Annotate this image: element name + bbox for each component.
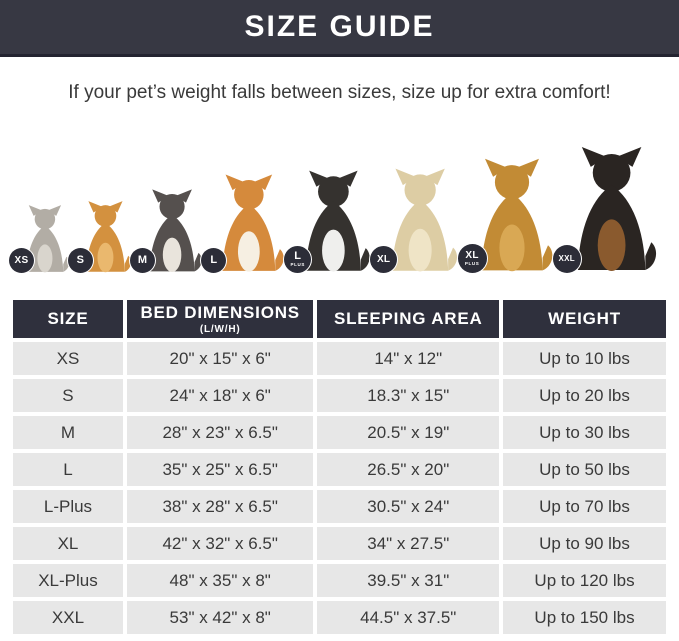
cell-size: L xyxy=(13,453,123,486)
size-badge-label: L xyxy=(294,250,302,263)
cell-size: L-Plus xyxy=(13,490,123,523)
cell-bed-dimensions: 38" x 28" x 6.5" xyxy=(126,490,314,523)
animal-size-row: XS S xyxy=(9,134,661,274)
size-badge: L PLUS xyxy=(284,246,312,273)
cell-weight: Up to 120 lbs xyxy=(503,564,666,597)
cell-size: M xyxy=(13,416,123,449)
table-row: XXL 53" x 42" x 8" 44.5" x 37.5" Up to 1… xyxy=(13,601,666,634)
cell-sleeping-area: 20.5" x 19" xyxy=(317,416,500,449)
size-badge-label: XXL xyxy=(558,254,575,263)
animal-figure: XL xyxy=(370,167,461,274)
pet-silhouette-icon xyxy=(480,158,552,272)
table-row: L-Plus 38" x 28" x 6.5" 30.5" x 24" Up t… xyxy=(13,490,666,523)
cell-size: XL xyxy=(13,527,123,560)
cell-size: XS xyxy=(13,342,123,375)
animal-figure: L xyxy=(201,173,288,274)
table-header-cell: BED DIMENSIONS (L/W/H) xyxy=(126,300,314,338)
size-badge: XL PLUS xyxy=(457,244,487,273)
table-row: L 35" x 25" x 6.5" 26.5" x 20" Up to 50 … xyxy=(13,453,666,486)
cell-weight: Up to 20 lbs xyxy=(503,379,666,412)
size-badge-sublabel: PLUS xyxy=(464,260,480,266)
cell-bed-dimensions: 35" x 25" x 6.5" xyxy=(126,453,314,486)
cell-size: XL-Plus xyxy=(13,564,123,597)
cell-bed-dimensions: 20" x 15" x 6" xyxy=(126,342,314,375)
animal-figure: XXL xyxy=(552,145,661,274)
size-badge: L xyxy=(201,248,227,273)
cell-size: XXL xyxy=(13,601,123,634)
table-header-label: WEIGHT xyxy=(548,309,621,328)
cell-sleeping-area: 30.5" x 24" xyxy=(317,490,500,523)
pet-silhouette-icon xyxy=(392,168,458,272)
table-header-cell: SIZE xyxy=(13,300,123,338)
cell-size: S xyxy=(13,379,123,412)
size-badge: XXL xyxy=(552,245,581,273)
table-header-sublabel: (L/W/H) xyxy=(199,324,241,335)
animal-figure: S xyxy=(68,200,134,274)
size-badge: S xyxy=(68,248,93,273)
animal-figure: M xyxy=(130,188,205,274)
size-badge: XL xyxy=(370,246,398,273)
cell-bed-dimensions: 28" x 23" x 6.5" xyxy=(126,416,314,449)
cell-sleeping-area: 26.5" x 20" xyxy=(317,453,500,486)
table-header-row: SIZE BED DIMENSIONS (L/W/H) SLEEPING ARE… xyxy=(13,300,666,338)
header-banner: SIZE GUIDE xyxy=(0,0,679,57)
pet-silhouette-icon xyxy=(306,170,370,272)
cell-weight: Up to 10 lbs xyxy=(503,342,666,375)
size-badge-label: XS xyxy=(14,254,29,266)
size-table: SIZE BED DIMENSIONS (L/W/H) SLEEPING ARE… xyxy=(13,300,666,634)
cell-weight: Up to 90 lbs xyxy=(503,527,666,560)
cell-sleeping-area: 18.3" x 15" xyxy=(317,379,500,412)
cell-bed-dimensions: 42" x 32" x 6.5" xyxy=(126,527,314,560)
animal-figure: L PLUS xyxy=(284,169,374,274)
pet-silhouette-icon xyxy=(222,174,285,272)
animal-figure: XS xyxy=(9,204,72,274)
size-badge-label: XL xyxy=(376,253,391,265)
size-badge-sublabel: PLUS xyxy=(290,262,305,268)
table-row: M 28" x 23" x 6.5" 20.5" x 19" Up to 30 … xyxy=(13,416,666,449)
table-header-cell: WEIGHT xyxy=(503,300,666,338)
table-header-cell: SLEEPING AREA xyxy=(317,300,500,338)
cell-weight: Up to 30 lbs xyxy=(503,416,666,449)
size-badge-label: S xyxy=(76,254,85,266)
cell-sleeping-area: 44.5" x 37.5" xyxy=(317,601,500,634)
table-header-label: BED DIMENSIONS xyxy=(140,303,300,322)
cell-weight: Up to 50 lbs xyxy=(503,453,666,486)
animal-figure: XL PLUS xyxy=(457,157,557,274)
page-title: SIZE GUIDE xyxy=(244,10,435,43)
size-badge-label: L xyxy=(210,254,218,266)
cell-bed-dimensions: 24" x 18" x 6" xyxy=(126,379,314,412)
size-badge: XS xyxy=(9,248,34,273)
pet-silhouette-icon xyxy=(577,147,656,272)
table-row: XL-Plus 48" x 35" x 8" 39.5" x 31" Up to… xyxy=(13,564,666,597)
size-badge-label: XL xyxy=(465,249,479,261)
cell-bed-dimensions: 48" x 35" x 8" xyxy=(126,564,314,597)
cell-sleeping-area: 39.5" x 31" xyxy=(317,564,500,597)
cell-weight: Up to 70 lbs xyxy=(503,490,666,523)
size-badge: M xyxy=(130,248,156,273)
subtitle-text: If your pet’s weight falls between sizes… xyxy=(68,82,611,103)
table-row: XL 42" x 32" x 6.5" 34" x 27.5" Up to 90… xyxy=(13,527,666,560)
cell-sleeping-area: 14" x 12" xyxy=(317,342,500,375)
pet-silhouette-icon xyxy=(149,189,202,273)
cell-bed-dimensions: 53" x 42" x 8" xyxy=(126,601,314,634)
table-row: S 24" x 18" x 6" 18.3" x 15" Up to 20 lb… xyxy=(13,379,666,412)
cell-sleeping-area: 34" x 27.5" xyxy=(317,527,500,560)
table-header-label: SIZE xyxy=(47,309,89,328)
size-badge-label: M xyxy=(137,254,148,266)
cell-weight: Up to 150 lbs xyxy=(503,601,666,634)
table-row: XS 20" x 15" x 6" 14" x 12" Up to 10 lbs xyxy=(13,342,666,375)
table-header-label: SLEEPING AREA xyxy=(333,309,483,328)
pet-silhouette-icon xyxy=(86,201,131,273)
pet-silhouette-icon xyxy=(26,205,70,273)
